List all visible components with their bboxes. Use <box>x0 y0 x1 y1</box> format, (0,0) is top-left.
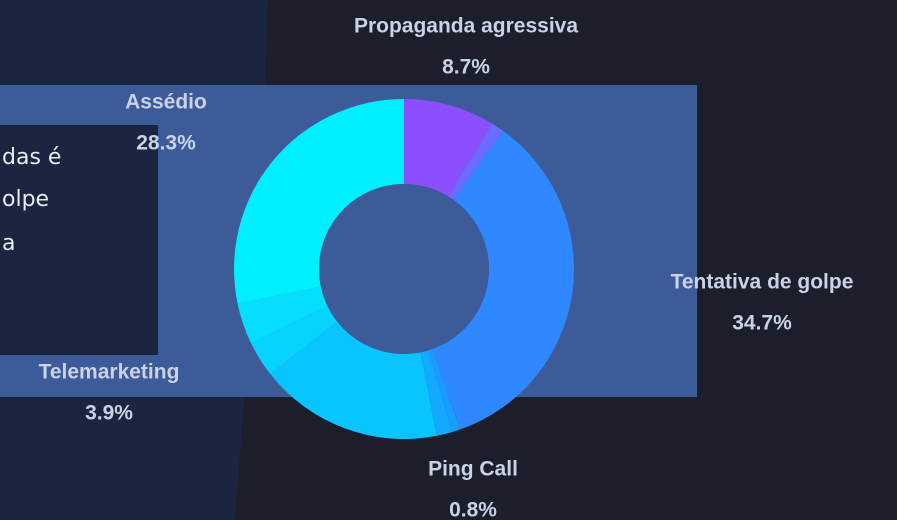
slice-label: Tentativa de golpe <box>671 271 854 294</box>
slice-label: Telemarketing <box>39 361 180 384</box>
slice <box>404 99 493 197</box>
value-label: 34.7% <box>732 312 792 335</box>
slice <box>237 286 328 344</box>
donut-hole <box>319 184 489 354</box>
slice <box>432 130 574 430</box>
value-label: 8.7% <box>442 56 490 79</box>
bar-top <box>0 85 160 125</box>
text-line: olpe <box>2 187 49 212</box>
slice-label: Assédio <box>125 91 207 114</box>
donut <box>233 99 574 440</box>
slice <box>233 99 404 304</box>
text-line: das é <box>2 145 61 170</box>
slice <box>251 306 338 375</box>
slice-label: Propaganda agressiva <box>354 15 578 38</box>
slice-label: Ping Call <box>428 458 518 481</box>
bar-bottom <box>0 355 160 397</box>
slice <box>448 123 504 200</box>
slice <box>428 349 461 432</box>
text-line: a <box>2 231 15 256</box>
slice <box>420 350 453 436</box>
slice <box>270 321 437 440</box>
value-label: 0.8% <box>449 499 497 520</box>
labels: Propaganda agressiva 8.7% Tentativa de gol… <box>39 15 854 520</box>
value-label: 28.3% <box>136 132 196 155</box>
value-label: 3.9% <box>85 402 133 425</box>
text-box <box>0 125 156 355</box>
